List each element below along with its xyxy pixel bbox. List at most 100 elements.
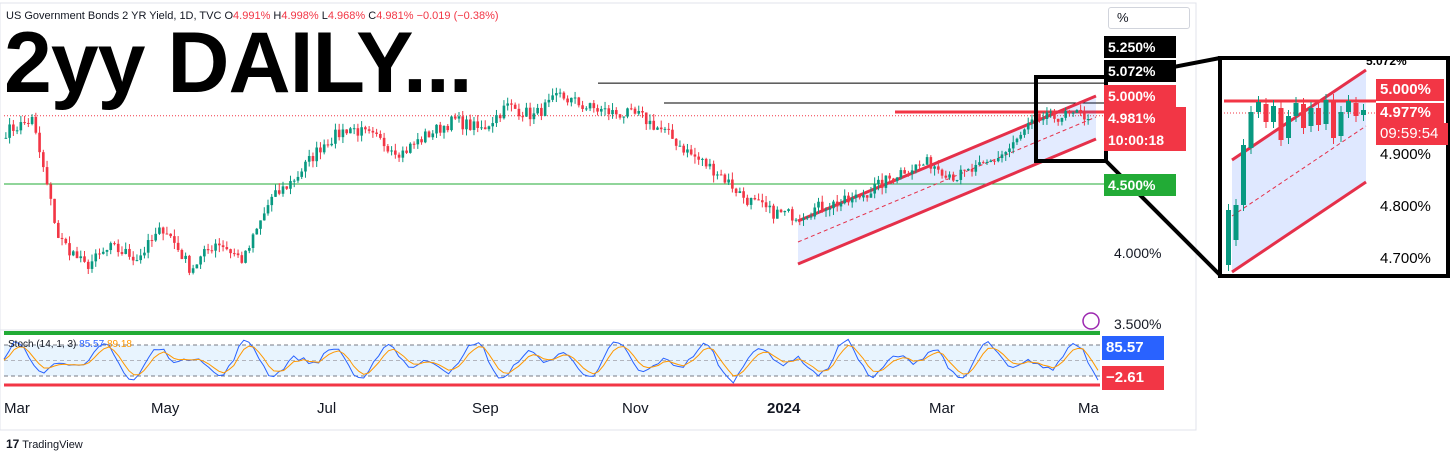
- candle-body: [959, 169, 963, 180]
- candle-body: [764, 202, 768, 208]
- candle-body: [375, 132, 378, 134]
- time-tick-nov: Nov: [622, 400, 649, 417]
- candle-body: [712, 163, 715, 176]
- candle-body: [491, 123, 495, 127]
- time-tick-mar-2024: Mar: [929, 400, 955, 417]
- close-label: C: [368, 10, 377, 22]
- candle-body: [558, 92, 562, 94]
- candle-body: [978, 162, 981, 165]
- time-tick-mar: Mar: [4, 400, 30, 417]
- candle-body: [379, 133, 382, 138]
- candle-body: [180, 250, 184, 259]
- candle-body: [918, 164, 921, 166]
- tradingview-brand[interactable]: 17 TradingView: [6, 437, 83, 451]
- candle-body: [412, 143, 416, 145]
- candle-body: [274, 190, 277, 197]
- candle-body: [394, 150, 397, 155]
- candle-body: [12, 124, 15, 131]
- candle-body: [296, 176, 300, 181]
- candle-body: [453, 116, 457, 119]
- inset-candle-body: [1233, 205, 1239, 240]
- candle-body: [495, 115, 498, 124]
- candle-body: [817, 201, 820, 208]
- candle-body: [465, 119, 468, 130]
- candle-body: [210, 250, 214, 252]
- candle-body: [124, 248, 128, 254]
- inset-candle-body: [1353, 103, 1359, 116]
- candle-body: [1086, 119, 1090, 121]
- channel-mid: [797, 116, 1097, 243]
- price-tag-5000: 5.000%: [1104, 85, 1176, 107]
- inset-channel-upper: [1231, 68, 1367, 162]
- candle-body: [281, 186, 285, 194]
- candle-body: [1075, 109, 1079, 113]
- candle-body: [68, 243, 71, 256]
- candle-body: [483, 127, 487, 130]
- candle-body: [416, 139, 420, 145]
- percent-scale-button[interactable]: %: [1108, 7, 1190, 29]
- candle-body: [637, 111, 641, 114]
- candle-body: [809, 216, 813, 218]
- candle-body: [543, 102, 547, 117]
- candle-body: [603, 108, 607, 110]
- price-tick-3500: 3.500%: [1114, 316, 1162, 332]
- candle-body: [476, 121, 480, 128]
- candle-body: [880, 179, 884, 188]
- stoch-k-tag: 85.57: [1102, 336, 1164, 360]
- candle-body: [873, 184, 876, 194]
- candle-body: [116, 243, 120, 253]
- price-tag-4500: 4.500%: [1104, 174, 1176, 196]
- candle-body: [985, 162, 989, 164]
- candle-body: [757, 199, 760, 201]
- candle-body: [1064, 110, 1067, 118]
- candle-body: [105, 250, 109, 252]
- candle-body: [334, 129, 337, 144]
- candle-body: [438, 124, 442, 133]
- candle-body: [45, 167, 49, 185]
- candle-body: [895, 177, 899, 182]
- candle-body: [427, 131, 431, 138]
- candle-body: [686, 149, 689, 153]
- candle-body: [865, 195, 869, 198]
- candle-body: [555, 93, 558, 96]
- candle-body: [682, 145, 685, 153]
- candle-body: [761, 200, 764, 203]
- lightning-icon: [1082, 312, 1100, 330]
- candle-body: [933, 166, 936, 169]
- candle-body: [1071, 112, 1075, 114]
- high-value: 4.998%: [281, 10, 319, 22]
- candle-body: [64, 238, 68, 244]
- candle-body: [641, 111, 644, 113]
- stoch-low-tag: −2.61: [1102, 366, 1164, 390]
- candle-body: [719, 174, 723, 176]
- candle-body: [562, 92, 566, 99]
- candle-body: [401, 150, 405, 158]
- candle-body: [1045, 112, 1049, 119]
- inset-candle-body: [1316, 108, 1321, 125]
- candle-body: [850, 197, 854, 203]
- candle-body: [409, 143, 412, 153]
- candle-body: [701, 158, 704, 160]
- candle-body: [169, 233, 172, 237]
- candle-body: [113, 243, 116, 245]
- candle-body: [150, 240, 154, 242]
- inset-candle-body: [1226, 210, 1231, 265]
- candle-body: [135, 260, 139, 262]
- candle-body: [847, 195, 850, 203]
- tradingview-logo-icon: 17: [6, 437, 20, 451]
- stoch-d-line: [3, 344, 1099, 377]
- candle-body: [4, 137, 8, 139]
- candle-body: [86, 261, 90, 269]
- candle-body: [23, 122, 26, 124]
- inset-candle-body: [1263, 104, 1269, 122]
- change-value: −0.019 (−0.38%): [416, 10, 499, 22]
- candle-body: [1030, 119, 1034, 124]
- candle-body: [644, 112, 648, 125]
- candle-body: [1015, 138, 1019, 143]
- candle-body: [614, 110, 618, 115]
- candle-body: [907, 173, 910, 175]
- candle-body: [146, 240, 150, 253]
- inset-candle-body: [1308, 108, 1314, 126]
- candle-body: [56, 222, 60, 238]
